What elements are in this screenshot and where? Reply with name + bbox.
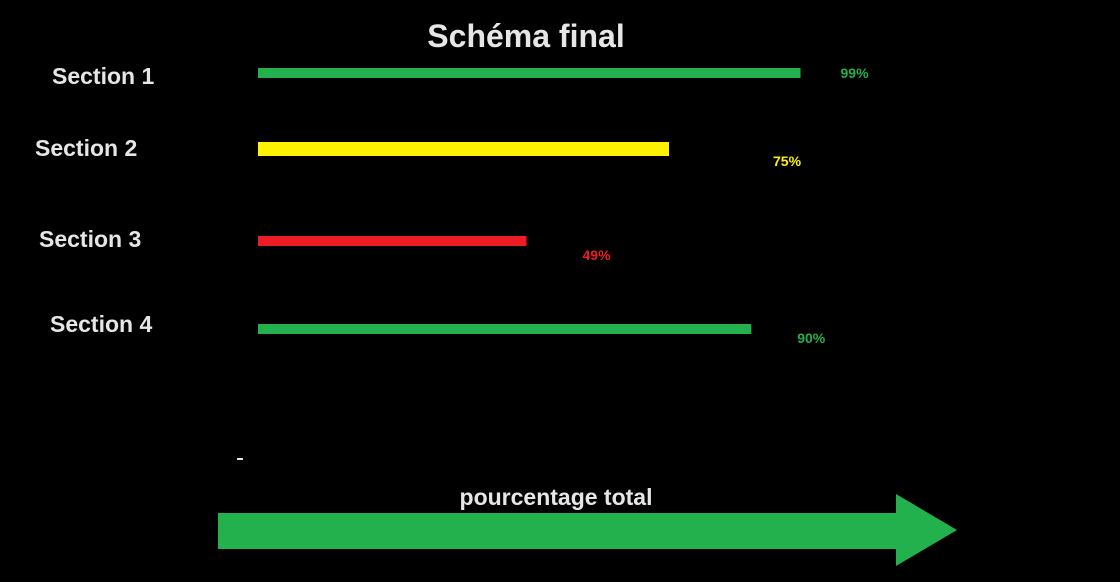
category-label-1: Section 1	[52, 63, 154, 89]
bar-section-1	[258, 68, 801, 78]
value-label-3: 49%	[583, 247, 612, 263]
x-axis-label: pourcentage total	[460, 484, 653, 510]
category-label-4: Section 4	[50, 311, 152, 337]
category-label-3: Section 3	[39, 226, 141, 252]
value-label-4: 90%	[797, 330, 826, 346]
total-arrow	[218, 494, 957, 566]
bar-section-2	[258, 142, 669, 156]
value-label-1: 99%	[841, 65, 870, 81]
total-arrow-shaft	[218, 513, 898, 549]
value-label-2: 75%	[773, 153, 802, 169]
category-label-2: Section 2	[35, 135, 137, 161]
total-arrow-head	[896, 494, 957, 566]
bar-section-4	[258, 324, 752, 334]
bar-section-3	[258, 236, 527, 246]
chart-title: Schéma final	[427, 18, 624, 54]
minus-mark	[237, 458, 243, 460]
